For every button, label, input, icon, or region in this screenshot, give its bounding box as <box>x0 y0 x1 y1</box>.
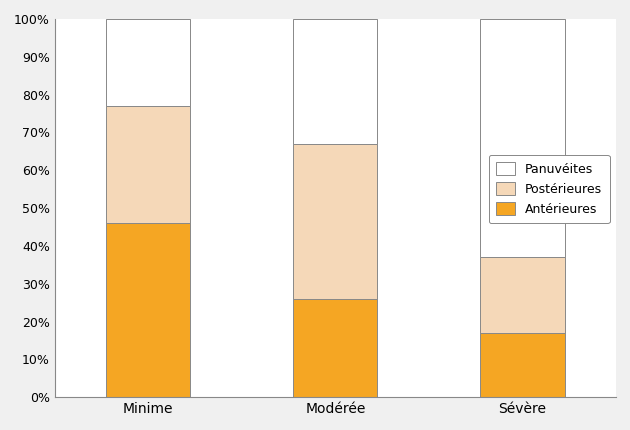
Bar <box>293 299 377 397</box>
Bar <box>481 19 564 257</box>
Bar <box>106 106 190 223</box>
Legend: Panuvéites, Postérieures, Antérieures: Panuvéites, Postérieures, Antérieures <box>489 155 610 223</box>
Bar <box>293 19 377 144</box>
Bar <box>293 144 377 299</box>
Bar <box>106 223 190 397</box>
Bar <box>481 333 564 397</box>
Bar <box>106 19 190 106</box>
Bar <box>481 257 564 333</box>
